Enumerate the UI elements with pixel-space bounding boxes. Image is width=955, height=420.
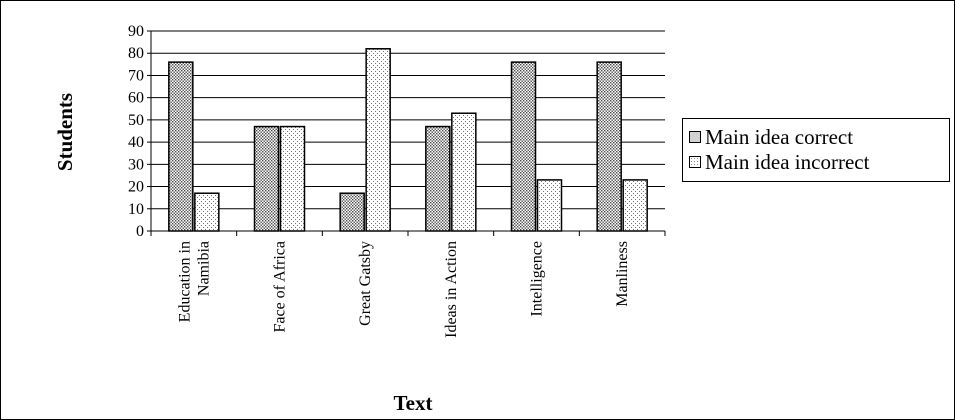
- y-tick-label-10: 10: [128, 201, 144, 218]
- y-tick-label-20: 20: [128, 179, 144, 196]
- legend-item-incorrect: Main idea incorrect: [689, 150, 869, 174]
- x-tick-label-0-line-0: Education in: [176, 241, 193, 322]
- bar-incorrect-5: [622, 179, 648, 232]
- y-tick-label-70: 70: [128, 67, 144, 84]
- legend-item-correct: Main idea correct: [689, 125, 853, 149]
- bar-correct-1: [253, 125, 280, 232]
- bar-incorrect-4: [536, 179, 563, 232]
- legend: Main idea correct Main idea incorrect: [682, 118, 950, 182]
- x-tick-label-5: Manliness: [614, 241, 631, 307]
- gridlines: [151, 30, 665, 210]
- legend-label-correct: Main idea correct: [705, 124, 854, 149]
- y-tick-label-60: 60: [128, 90, 144, 107]
- bar-correct-5: [596, 61, 622, 232]
- y-tick-label-30: 30: [128, 156, 144, 173]
- x-tick-labels: Education in Namibia Face of Africa Great G…: [176, 241, 631, 338]
- bar-correct-3: [425, 125, 451, 232]
- bar-incorrect-3: [451, 112, 477, 232]
- y-axis-title: Students: [53, 93, 77, 171]
- bar-correct-2: [339, 192, 365, 232]
- legend-label-incorrect: Main idea incorrect: [705, 149, 870, 174]
- x-tick-label-2: Great Gatsby: [357, 241, 374, 326]
- bar-incorrect-0: [194, 192, 220, 232]
- bar-incorrect-1: [279, 125, 306, 232]
- y-tick-label-40: 40: [128, 134, 144, 151]
- bar-incorrect-2: [365, 48, 391, 232]
- y-tick-label-0: 0: [136, 223, 144, 240]
- x-tick-label-3: Ideas in Action: [443, 241, 460, 338]
- legend-swatch-incorrect: [689, 156, 701, 168]
- x-axis-title: Text: [394, 391, 433, 415]
- y-tick-label-50: 50: [128, 112, 144, 129]
- bar-correct-4: [510, 61, 537, 232]
- y-tick-label-90: 90: [128, 23, 144, 40]
- bars: [168, 48, 648, 232]
- bar-correct-0: [168, 61, 194, 232]
- x-tick-label-0-line-1: Namibia: [195, 241, 212, 296]
- x-tick-label-1: Face of Africa: [272, 241, 289, 333]
- y-tick-labels: 0 10 20 30 40 50 60 70 80 90: [128, 23, 144, 240]
- x-tick-label-4: Intelligence: [529, 241, 546, 317]
- y-tick-label-80: 80: [128, 45, 144, 62]
- legend-swatch-correct: [689, 131, 701, 143]
- axes: [147, 30, 666, 236]
